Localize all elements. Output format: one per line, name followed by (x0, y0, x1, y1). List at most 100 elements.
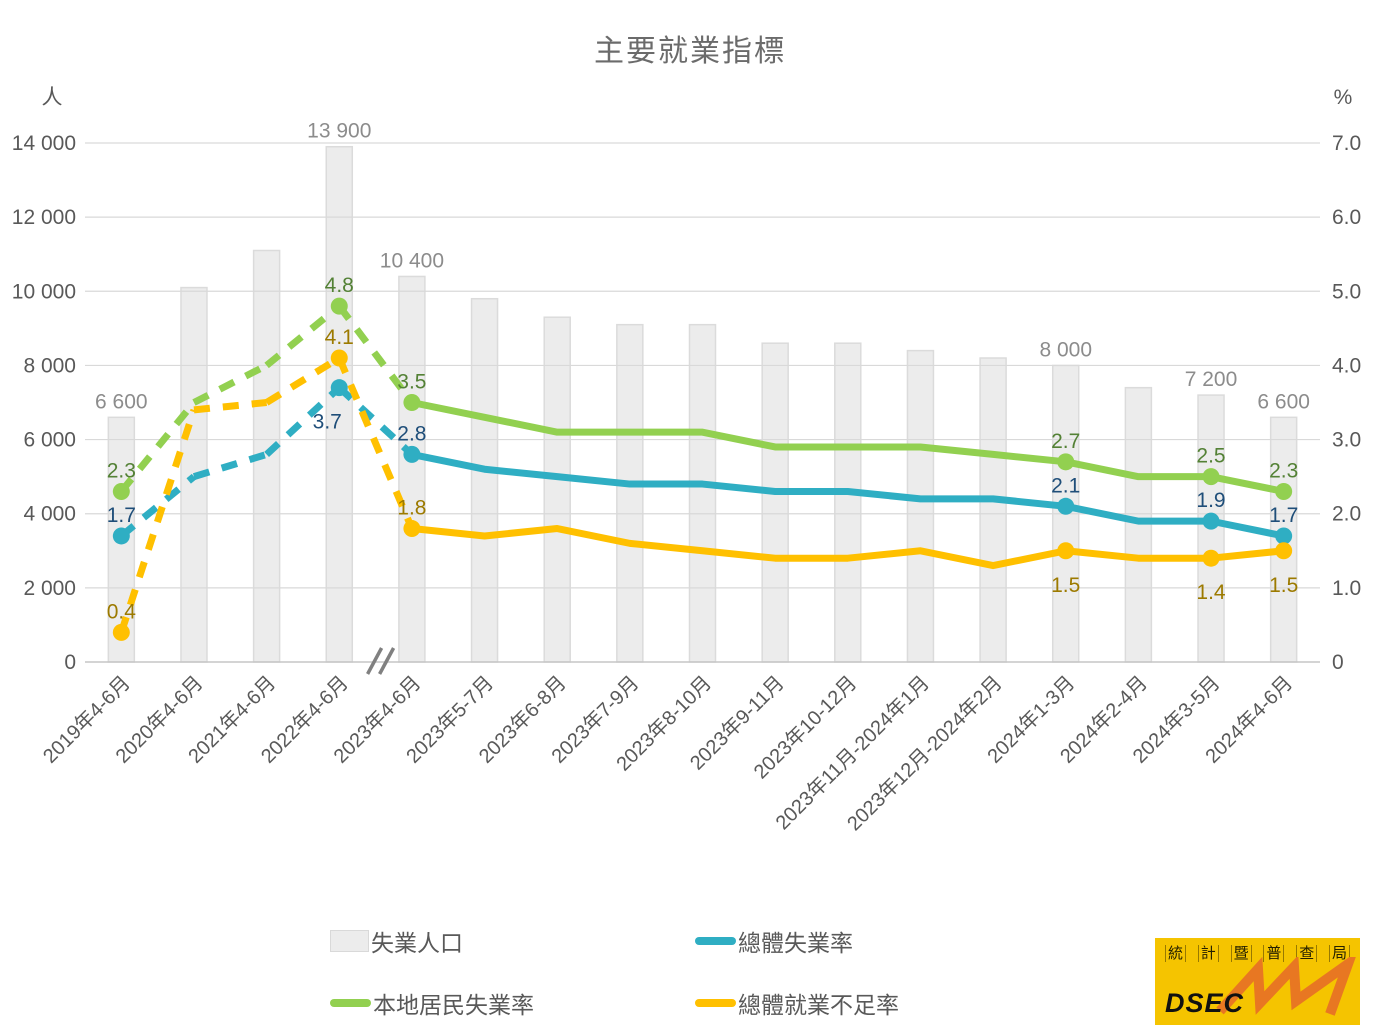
chart-plot-area: 14 000 7.0 12 000 6.0 10 000 5.0 8 000 4.0 6 000… (12, 86, 1361, 835)
series-line (408, 525, 1288, 570)
line-swatch-icon (695, 937, 736, 945)
data-point-marker (1275, 542, 1293, 560)
bar-unemployed-population (1124, 386, 1153, 663)
y-axis-tick-right: 4.0 (1332, 354, 1361, 377)
legend-item-overall-unemployment-rate: 總體失業率 (695, 924, 899, 958)
y-axis-tick-right: 2.0 (1332, 503, 1361, 526)
data-point-marker (1202, 549, 1220, 567)
legend-label: 失業人口 (371, 930, 463, 956)
series-value-label: 1.4 (1196, 581, 1226, 604)
series-value-label: 2.1 (1051, 474, 1080, 497)
data-point-marker (112, 623, 130, 641)
right-axis-unit: % (1334, 86, 1353, 109)
series-value-label: 1.5 (1269, 574, 1298, 597)
data-point-marker (1202, 512, 1220, 530)
y-axis-tick-right: 0 (1332, 651, 1344, 674)
series-value-label: 2.7 (1051, 430, 1080, 453)
dsec-logo: 統計暨普查局 DSEC (1155, 938, 1360, 1025)
bar-value-label: 6 600 (1257, 390, 1310, 413)
legend-item-local-unemployment-rate: 本地居民失業率 (330, 986, 695, 1020)
y-axis-tick-left: 8 000 (23, 354, 76, 377)
y-axis-tick-right: 7.0 (1332, 132, 1361, 155)
dsec-logo-char: 計 (1197, 945, 1219, 962)
data-point-marker (112, 527, 130, 545)
y-axis-tick-right: 3.0 (1332, 429, 1361, 452)
series-value-label: 1.9 (1196, 489, 1225, 512)
bar-value-label: 13 900 (307, 120, 371, 143)
data-point-marker (403, 520, 421, 538)
data-point-marker (330, 349, 348, 367)
data-point-marker (403, 445, 421, 463)
dsec-zigzag-icon (1216, 957, 1356, 1016)
bar-unemployed-population (761, 342, 789, 663)
axis-break-icon (378, 647, 396, 675)
y-axis-tick-left: 10 000 (12, 280, 76, 303)
y-axis-tick-left: 14 000 (12, 132, 76, 155)
legend-label: 總體就業不足率 (738, 992, 899, 1018)
series-line (408, 450, 1288, 540)
dsec-logo-char: 局 (1328, 945, 1350, 962)
dsec-logo-char: 普 (1263, 945, 1285, 962)
dsec-logo-char: 查 (1296, 945, 1318, 962)
data-point-marker (1202, 468, 1220, 486)
bar-value-label: 6 600 (95, 390, 148, 413)
legend-item-underemployment-rate: 總體就業不足率 (695, 986, 899, 1020)
series-value-label: 1.8 (397, 497, 426, 520)
series-line-dashed (336, 356, 416, 530)
y-axis-tick-right: 5.0 (1332, 280, 1361, 303)
bar-unemployed-population (906, 349, 935, 663)
series-value-label: 2.8 (397, 422, 426, 445)
series-line-dashed (264, 355, 342, 406)
series-line-dashed (264, 303, 342, 369)
data-point-marker (1057, 497, 1075, 515)
dsec-logo-chinese-text: 統計暨普查局 (1165, 945, 1350, 962)
line-swatch-icon (695, 999, 736, 1007)
series-value-label: 2.3 (107, 459, 136, 482)
data-point-marker (1057, 453, 1075, 471)
series-line-dashed (336, 304, 415, 405)
axis-break-icon (366, 647, 384, 675)
y-axis-tick-left: 0 (64, 651, 76, 674)
bar-unemployed-population (470, 297, 499, 663)
data-point-marker (112, 482, 130, 500)
left-axis-unit: 人 (42, 86, 63, 109)
series-line-dashed (192, 451, 268, 480)
series-value-label: 0.4 (107, 600, 137, 623)
data-point-marker (330, 297, 348, 315)
y-axis-tick-left: 4 000 (23, 503, 76, 526)
bar-unemployed-population (834, 342, 862, 663)
series-line-dashed (193, 399, 267, 414)
y-axis-tick-right: 1.0 (1332, 577, 1361, 600)
dsec-logo-char: 暨 (1230, 945, 1252, 962)
dsec-logo-char: 統 (1165, 945, 1187, 962)
legend-item-unemployed-population: 失業人口 (330, 924, 695, 958)
series-value-label: 1.7 (1269, 504, 1298, 527)
chart-legend: 失業人口 總體失業率 本地居民失業率 總體就業不足率 (330, 924, 899, 1020)
bar-swatch-icon (330, 930, 369, 952)
bar-unemployed-population (688, 323, 717, 663)
data-point-marker (1275, 482, 1293, 500)
series-value-label: 1.7 (107, 504, 136, 527)
bar-unemployed-population (398, 275, 426, 663)
bar-unemployed-population (543, 316, 571, 663)
bar-unemployed-population (979, 357, 1007, 663)
series-line-dashed (117, 408, 198, 634)
legend-label: 總體失業率 (738, 930, 853, 956)
legend-label: 本地居民失業率 (373, 992, 534, 1018)
series-value-label: 2.3 (1269, 459, 1298, 482)
data-point-marker (1275, 527, 1293, 545)
series-value-label: 2.5 (1196, 445, 1225, 468)
series-value-label: 3.5 (397, 371, 426, 394)
y-axis-tick-left: 6 000 (23, 429, 76, 452)
y-axis-tick-left: 2 000 (23, 577, 76, 600)
y-axis-tick-right: 6.0 (1332, 206, 1361, 229)
series-value-label: 3.7 (313, 411, 342, 434)
data-point-marker (403, 394, 421, 411)
bar-unemployed-population (616, 323, 644, 663)
data-point-marker (330, 379, 348, 397)
series-line-dashed (119, 473, 197, 539)
series-line-dashed (118, 400, 197, 494)
bar-value-label: 7 200 (1185, 368, 1238, 391)
data-point-marker (1057, 542, 1075, 560)
series-line-dashed (192, 362, 269, 406)
